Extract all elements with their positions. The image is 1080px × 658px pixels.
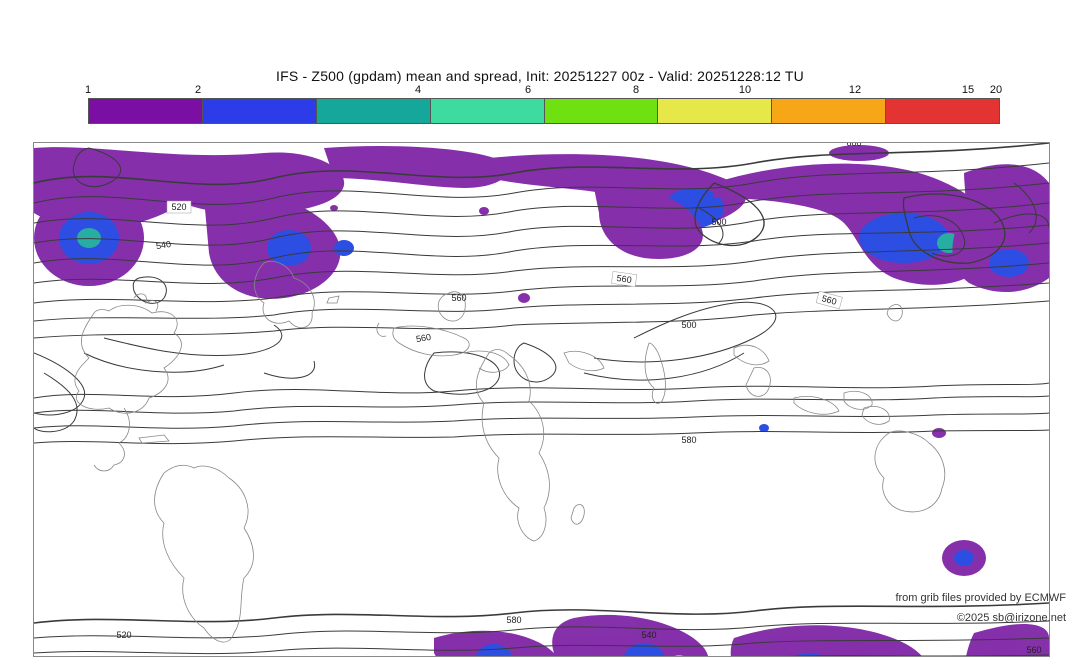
contour-label-600: 600 <box>846 143 861 148</box>
colorbar-ticks: 1 2 4 6 8 10 12 15 20 <box>88 84 1000 98</box>
contour-label-520: 520 <box>171 202 186 212</box>
colorbar-segment-4-6 <box>317 99 431 123</box>
colorbar-segment-15-20 <box>886 99 999 123</box>
contour-label-500-a: 500 <box>681 320 696 330</box>
global-weather-map[interactable]: 520 540 560 580 560 500 600 <box>33 142 1050 657</box>
contour-label-540-b: 540 <box>641 630 656 640</box>
colorbar-segment-1-2 <box>89 99 203 123</box>
attribution-block: from grib files provided by ECMWF ©2025 … <box>895 592 1066 624</box>
contour-label-560-a: 560 <box>451 293 466 303</box>
contour-label-520-b: 520 <box>116 630 131 640</box>
colorbar-tick-1: 2 <box>195 84 201 96</box>
contour-label-580-b: 580 <box>506 615 521 625</box>
colorbar-tick-3: 6 <box>525 84 531 96</box>
contour-label-580-a: 580 <box>681 435 696 445</box>
attribution-source: from grib files provided by ECMWF <box>895 592 1066 604</box>
colorbar-tick-6: 12 <box>849 84 861 96</box>
colorbar-tick-0: 1 <box>85 84 91 96</box>
colorbar[interactable] <box>88 98 1000 124</box>
colorbar-tick-4: 8 <box>633 84 639 96</box>
z500-contour-lines-2 <box>34 383 1049 444</box>
chart-title: IFS - Z500 (gpdam) mean and spread, Init… <box>0 68 1080 84</box>
weather-map-page: IFS - Z500 (gpdam) mean and spread, Init… <box>0 0 1080 658</box>
colorbar-tick-8: 20 <box>990 84 1002 96</box>
colorbar-segment-12-15 <box>772 99 886 123</box>
contour-label-560-b: 560 <box>415 332 432 344</box>
contour-label-500-b: 500 <box>711 217 726 227</box>
colorbar-segment-6-8 <box>431 99 545 123</box>
colorbar-tick-5: 10 <box>739 84 751 96</box>
colorbar-segment-2-4 <box>203 99 317 123</box>
colorbar-segment-8-10 <box>545 99 659 123</box>
colorbar-tick-7: 15 <box>962 84 974 96</box>
attribution-copyright: ©2025 sb@irizone.net <box>895 612 1066 624</box>
colorbar-segment-10-12 <box>658 99 772 123</box>
colorbar-tick-2: 4 <box>415 84 421 96</box>
contour-label-560-e: 560 <box>1026 645 1041 655</box>
contour-label-560-d: 560 <box>616 273 632 285</box>
contour-label-540: 540 <box>155 239 172 251</box>
